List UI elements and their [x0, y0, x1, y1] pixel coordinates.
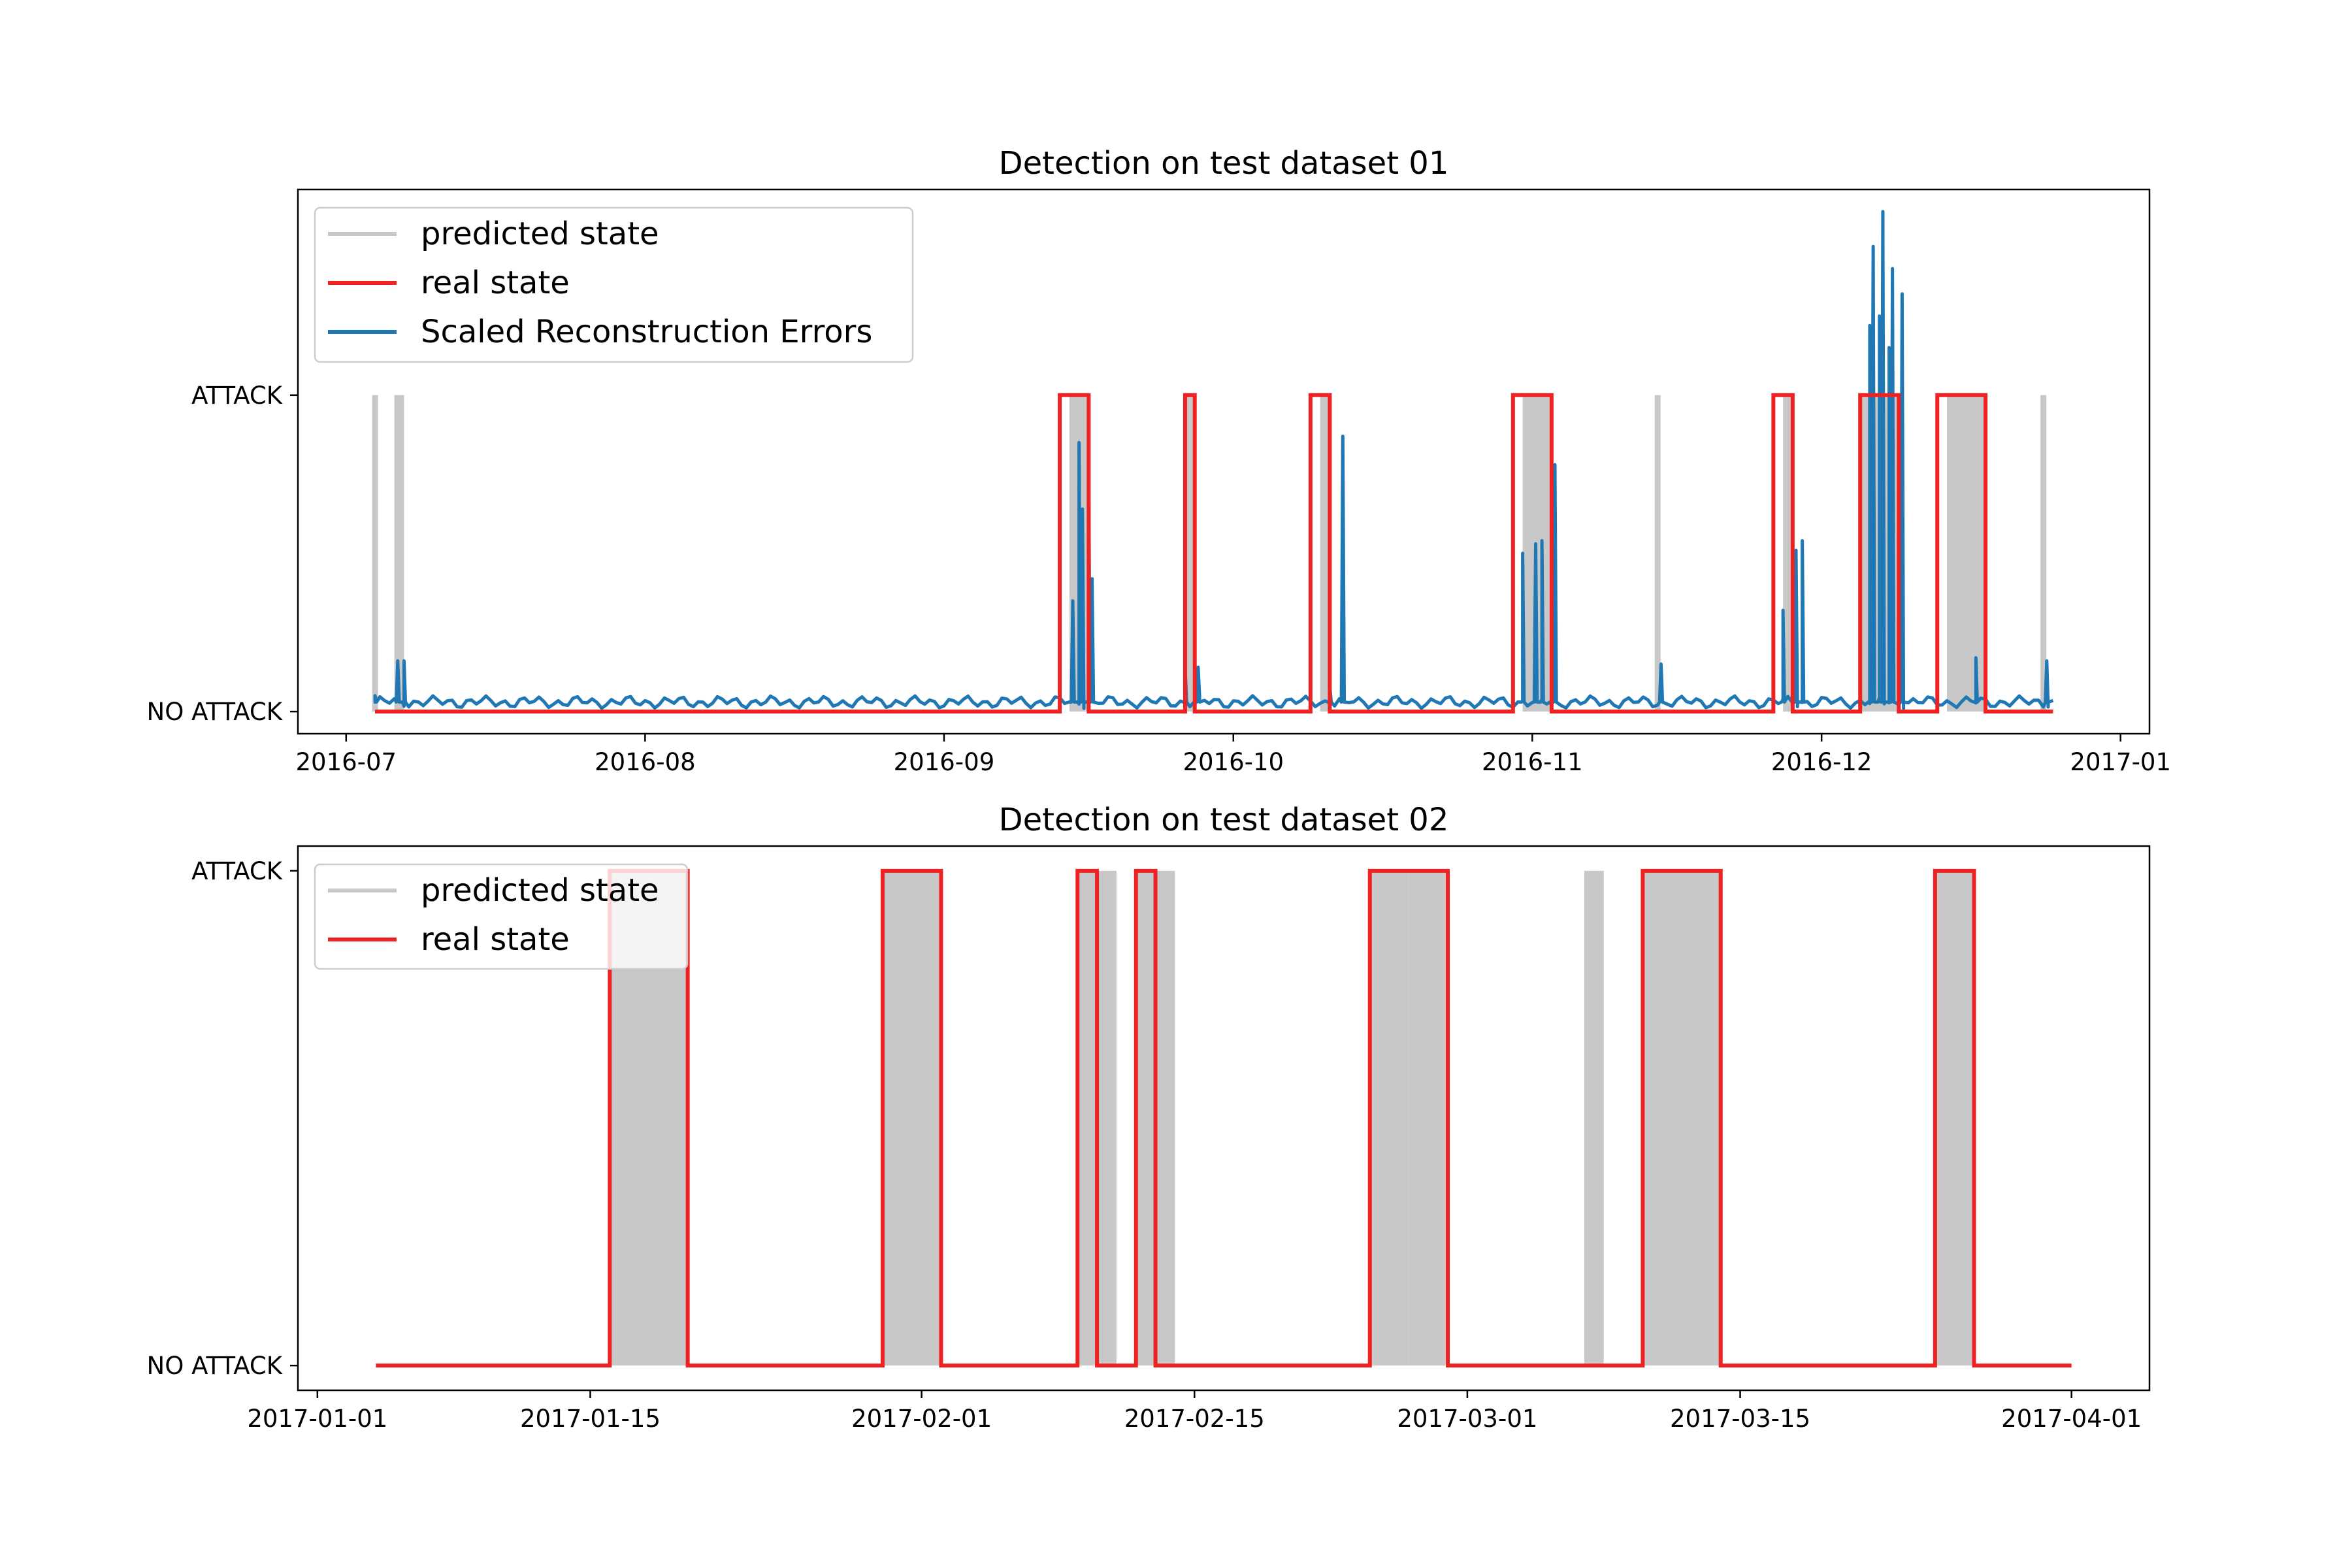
predicted-attack-band [1935, 870, 1974, 1366]
x-tick-label: 2016-07 [295, 748, 397, 776]
predicted-attack-band [372, 395, 378, 712]
y-tick-label: NO ATTACK [147, 1352, 284, 1380]
chart-title: Detection on test dataset 02 [999, 802, 1449, 838]
legend-label: predicted state [421, 216, 659, 252]
predicted-attack-band [1320, 395, 1330, 712]
plot-area [372, 210, 2054, 714]
x-tick-label: 2017-01-01 [247, 1405, 387, 1433]
predicted-attack-band [1409, 870, 1448, 1366]
x-tick-label: 2016-12 [1771, 748, 1872, 776]
predicted-attack-band [1783, 395, 1793, 712]
real-state-line [375, 393, 2053, 714]
y-tick-label: NO ATTACK [147, 698, 284, 726]
x-tick-label: 2017-04-01 [2001, 1405, 2142, 1433]
axes-frame [297, 188, 2151, 735]
x-tick-label: 2017-02-01 [851, 1405, 992, 1433]
y-tick-label: ATTACK [191, 382, 284, 410]
reconstruction-error-line [373, 210, 2054, 710]
predicted-attack-band [394, 395, 404, 712]
chart-title: Detection on test dataset 01 [999, 145, 1449, 182]
y-tick-label: ATTACK [191, 857, 284, 885]
predicted-attack-band [1584, 870, 1604, 1366]
x-tick-label: 2016-10 [1183, 748, 1284, 776]
predicted-attack-band [1389, 870, 1409, 1366]
y-axis: NO ATTACK ATTACK [147, 857, 298, 1380]
x-axis: 2016-07 2016-08 2016-09 2016-10 2016-11 2016-… [295, 734, 2171, 776]
legend: predicted state real state [314, 863, 689, 970]
legend: predicted state real state Scaled Reconstr… [314, 206, 914, 363]
predicted-attack-band [882, 870, 922, 1366]
x-tick-label: 2016-11 [1482, 748, 1583, 776]
x-tick-label: 2016-09 [894, 748, 995, 776]
x-tick-label: 2017-03-15 [1670, 1405, 1810, 1433]
axes-frame [297, 845, 2151, 1392]
x-tick-label: 2017-02-15 [1124, 1405, 1265, 1433]
x-tick-label: 2017-03-01 [1397, 1405, 1537, 1433]
legend-box [314, 863, 689, 970]
predicted-attack-band [921, 870, 941, 1366]
real-state-line [376, 868, 2072, 1368]
legend-box [314, 206, 914, 363]
predicted-attack-band [1369, 870, 1390, 1366]
legend-label: Scaled Reconstruction Errors [421, 314, 872, 350]
x-tick-label: 2017-01 [2070, 748, 2171, 776]
predicted-attack-band [1947, 395, 1986, 712]
x-tick-label: 2016-08 [595, 748, 696, 776]
predicted-attack-band [1642, 870, 1721, 1366]
y-axis: NO ATTACK ATTACK [147, 382, 298, 726]
predicted-attack-band [2040, 395, 2047, 712]
x-tick-label: 2017-01-15 [520, 1405, 661, 1433]
legend-label: predicted state [421, 872, 659, 909]
legend-label: real state [421, 265, 570, 301]
legend-label: real state [421, 921, 570, 958]
x-axis: 2017-01-01 2017-01-15 2017-02-01 2017-02-15… [247, 1390, 2142, 1433]
predicted-attack-band [1184, 395, 1195, 712]
predicted-attack-band [1654, 395, 1661, 712]
